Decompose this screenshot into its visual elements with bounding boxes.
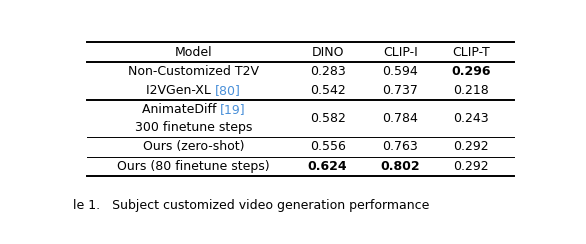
Text: 0.582: 0.582 — [309, 112, 346, 125]
Text: DINO: DINO — [311, 46, 344, 59]
Text: 0.218: 0.218 — [453, 84, 489, 97]
Text: Ours (zero-shot): Ours (zero-shot) — [143, 141, 244, 153]
Text: le 1.   Subject customized video generation performance: le 1. Subject customized video generatio… — [73, 199, 430, 212]
Text: Model: Model — [175, 46, 212, 59]
Text: 0.802: 0.802 — [380, 160, 420, 173]
Text: 0.243: 0.243 — [453, 112, 489, 125]
Text: 0.292: 0.292 — [453, 160, 489, 173]
Text: 300 finetune steps: 300 finetune steps — [135, 121, 253, 134]
Text: [19]: [19] — [220, 103, 246, 116]
Text: CLIP-T: CLIP-T — [452, 46, 489, 59]
Text: 0.542: 0.542 — [309, 84, 346, 97]
Text: 0.296: 0.296 — [451, 65, 490, 78]
Text: 0.763: 0.763 — [382, 141, 418, 153]
Text: 0.784: 0.784 — [382, 112, 418, 125]
Text: [80]: [80] — [215, 84, 241, 97]
Text: AnimateDiff: AnimateDiff — [142, 103, 220, 116]
Text: 0.737: 0.737 — [382, 84, 418, 97]
Text: Non-Customized T2V: Non-Customized T2V — [128, 65, 259, 78]
Text: 0.283: 0.283 — [309, 65, 346, 78]
Text: Ours (80 finetune steps): Ours (80 finetune steps) — [117, 160, 270, 173]
Text: 0.594: 0.594 — [382, 65, 418, 78]
Text: 0.292: 0.292 — [453, 141, 489, 153]
Text: CLIP-I: CLIP-I — [383, 46, 418, 59]
Text: I2VGen-XL: I2VGen-XL — [146, 84, 215, 97]
Text: 0.556: 0.556 — [309, 141, 346, 153]
Text: 0.624: 0.624 — [308, 160, 347, 173]
